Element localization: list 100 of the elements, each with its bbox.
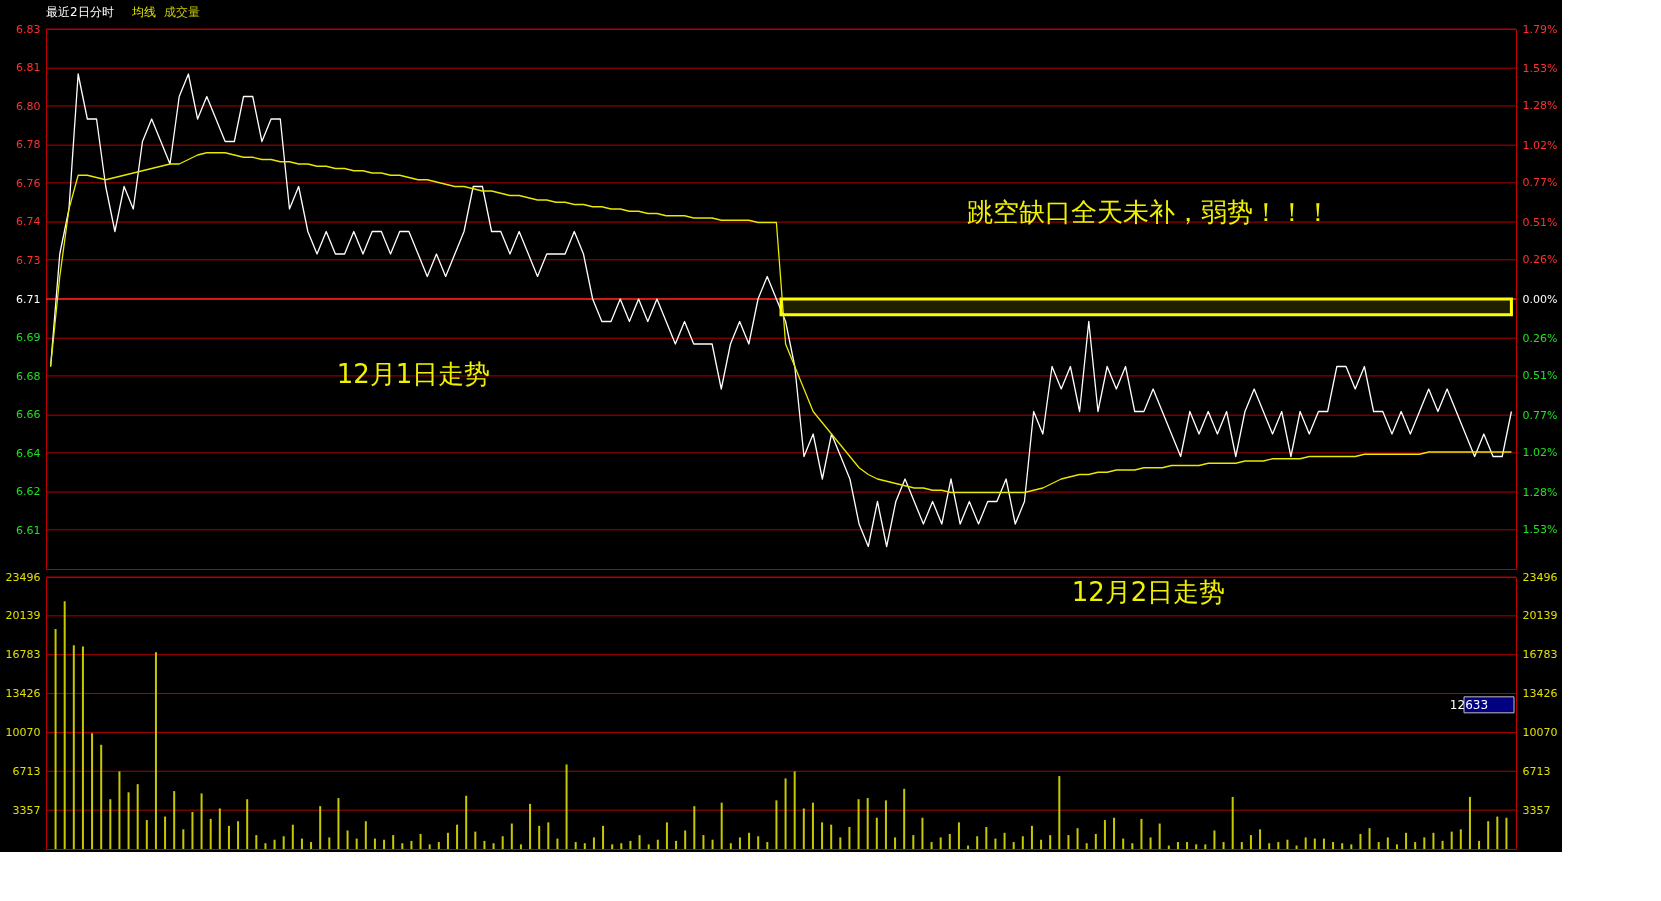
bar: [939, 837, 942, 849]
annotation: 12月2日走势: [1071, 577, 1226, 608]
bar: [1012, 842, 1015, 849]
bar: [127, 792, 130, 849]
bar: [164, 816, 167, 849]
bar: [1122, 838, 1125, 849]
y-tick-label: 3357: [12, 803, 41, 817]
annotation: 12633: [1449, 697, 1489, 712]
bar: [1450, 831, 1453, 849]
y-tick-label: 6.66: [16, 408, 41, 422]
bar: [702, 835, 705, 849]
bar: [538, 825, 541, 849]
y2-tick-label: 23496: [1522, 570, 1558, 584]
bar: [1094, 833, 1097, 849]
bar: [154, 652, 157, 849]
y2-tick-label: 0.00%: [1522, 292, 1558, 306]
bar: [1240, 842, 1243, 849]
bar: [519, 844, 522, 849]
bar: [501, 836, 504, 849]
bar: [483, 840, 486, 849]
bar: [446, 832, 449, 849]
y2-tick-label: 1.53%: [1522, 61, 1558, 75]
bar: [355, 838, 358, 849]
bar: [1058, 776, 1061, 849]
bar: [1405, 832, 1408, 849]
bar: [647, 844, 650, 849]
bar: [428, 844, 431, 849]
bar: [903, 788, 906, 849]
bar: [1003, 832, 1006, 849]
bar: [401, 843, 404, 849]
bar: [1131, 843, 1134, 849]
bar: [246, 799, 249, 849]
bar: [994, 838, 997, 849]
bar: [848, 827, 851, 849]
y2-tick-label: 6713: [1522, 764, 1551, 778]
y-tick-label: 6.61: [16, 524, 41, 538]
bar: [629, 840, 632, 849]
chart-title: 最近2日分时: [46, 5, 114, 19]
bar: [620, 843, 623, 849]
bar: [492, 843, 495, 849]
bar: [675, 840, 678, 849]
bar: [766, 842, 769, 849]
bar: [839, 837, 842, 849]
bar: [1432, 832, 1435, 849]
bar: [811, 802, 814, 849]
y-tick-label: 23496: [5, 570, 41, 584]
line-series: [49, 152, 1513, 494]
y-tick-label: 6.83: [16, 22, 41, 36]
bar: [1049, 835, 1052, 849]
bar: [300, 838, 303, 849]
bar: [419, 833, 422, 849]
bar: [894, 837, 897, 849]
bar: [1487, 821, 1490, 849]
bar: [1231, 796, 1234, 849]
bar: [109, 799, 112, 849]
bar: [1359, 833, 1362, 849]
bar: [1395, 844, 1398, 849]
bar: [866, 798, 869, 849]
bar: [1076, 828, 1079, 849]
annotation: 跳空缺口全天未补，弱势！！！: [966, 196, 1331, 227]
bar: [757, 836, 760, 849]
bar: [592, 837, 595, 849]
bar: [465, 795, 468, 849]
bar: [456, 824, 459, 849]
bar: [1423, 837, 1426, 849]
y2-tick-label: 10070: [1522, 725, 1558, 739]
bar: [346, 830, 349, 849]
bar: [1204, 844, 1207, 849]
bar: [437, 842, 440, 849]
bar: [1158, 823, 1161, 849]
bar: [1332, 842, 1335, 849]
y2-tick-label: 0.51%: [1522, 369, 1558, 383]
bar: [1186, 842, 1189, 849]
bar: [100, 744, 103, 849]
bar: [720, 802, 723, 849]
bar: [145, 820, 148, 849]
bar: [921, 817, 924, 849]
y2-tick-label: 1.53%: [1522, 523, 1558, 537]
y-tick-label: 6.62: [16, 485, 41, 499]
bar: [574, 842, 577, 849]
bar: [611, 844, 614, 849]
bar: [81, 646, 84, 849]
text: 均线: [131, 5, 156, 19]
bar: [1030, 825, 1033, 849]
bar: [1067, 835, 1070, 849]
bar: [1259, 829, 1262, 849]
bar: [319, 806, 322, 849]
bar: [209, 818, 212, 849]
bar: [191, 811, 194, 849]
bar: [656, 839, 659, 849]
bar: [1213, 830, 1216, 849]
y-tick-label: 10070: [5, 725, 41, 739]
bar: [218, 808, 221, 849]
bar: [1149, 837, 1152, 849]
bar: [383, 839, 386, 849]
y-tick-label: 6.69: [16, 330, 41, 344]
bar: [328, 837, 331, 849]
y2-tick-label: 0.26%: [1522, 331, 1558, 345]
bar: [693, 806, 696, 849]
y2-tick-label: 20139: [1522, 609, 1558, 623]
